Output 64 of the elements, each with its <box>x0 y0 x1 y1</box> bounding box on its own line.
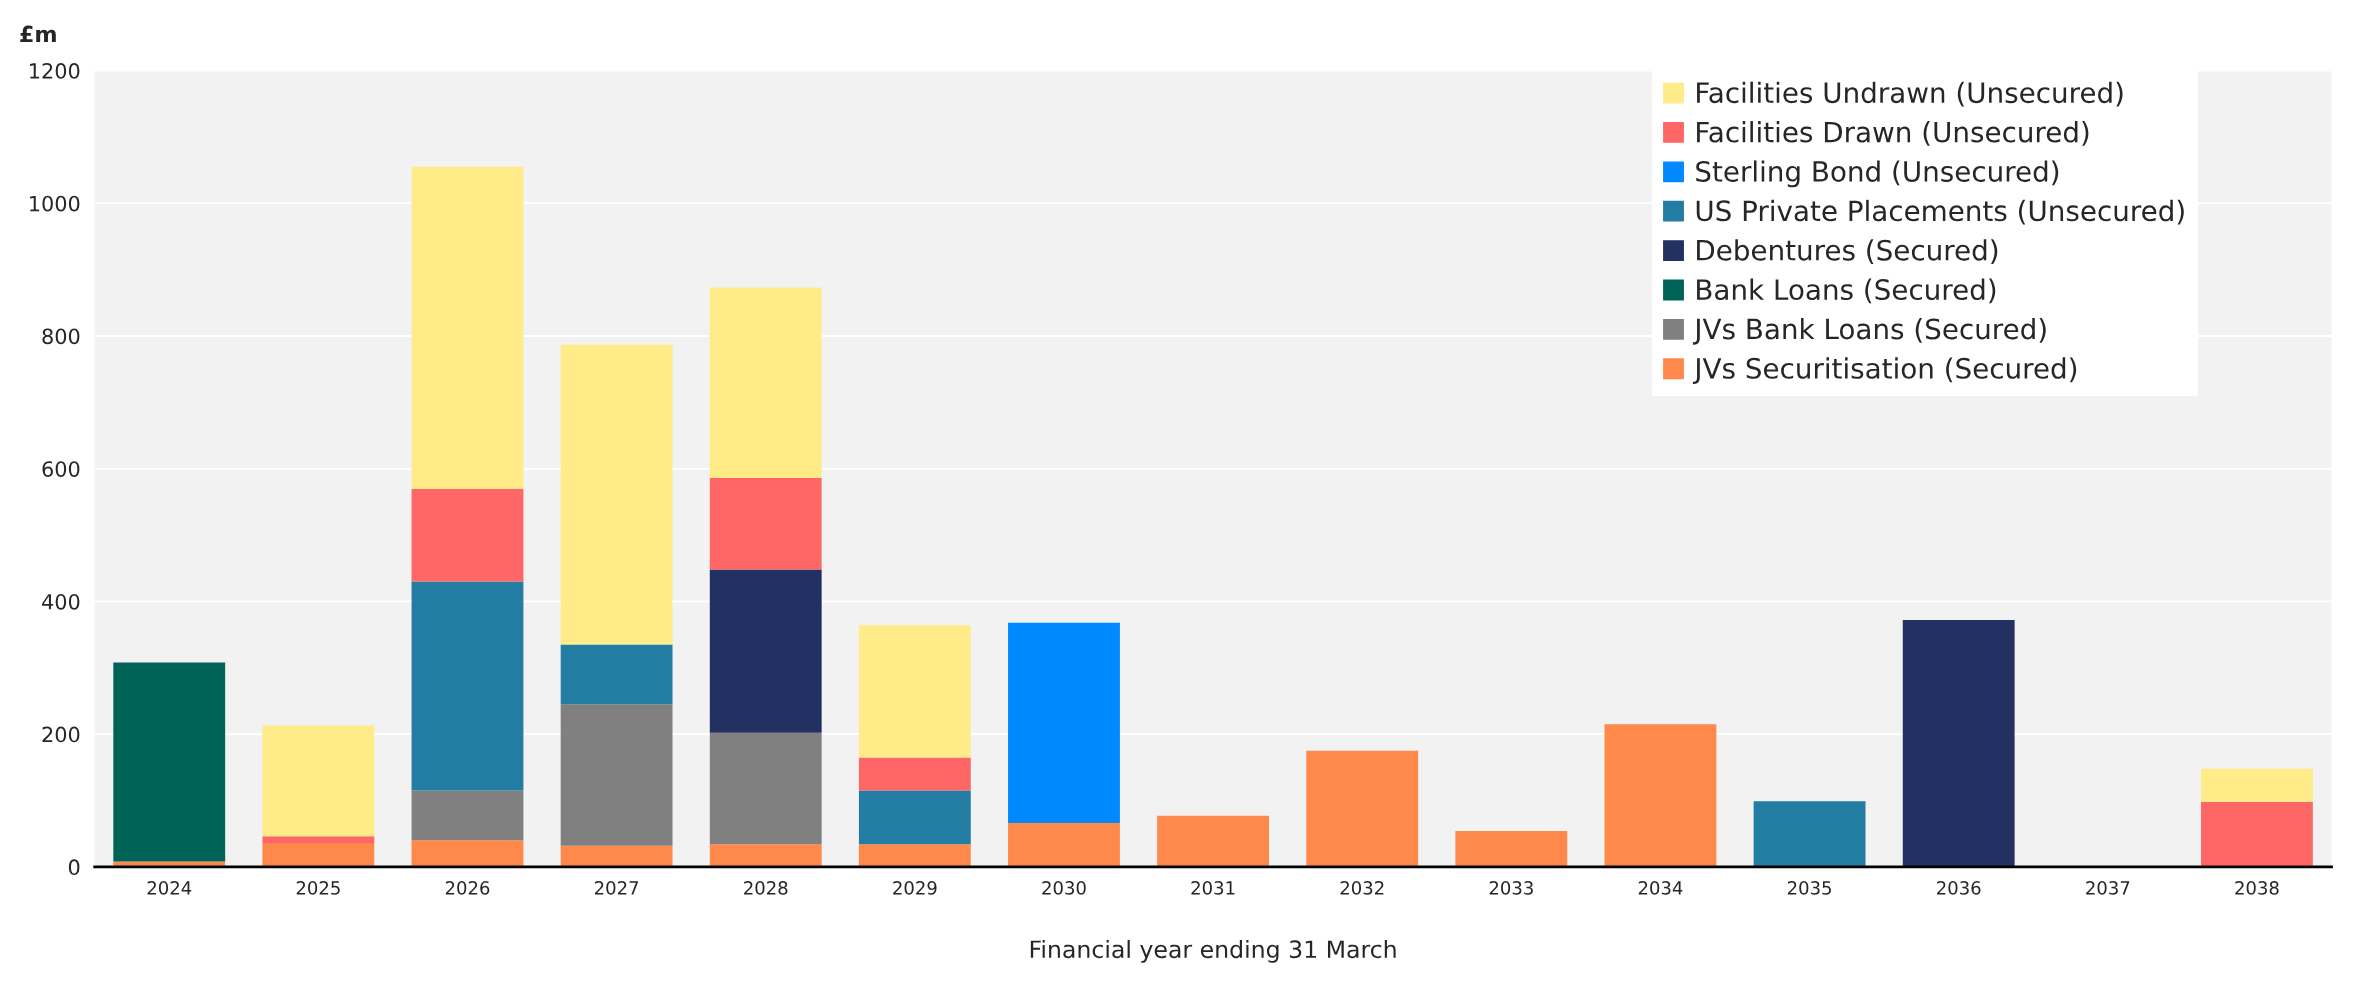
bar <box>858 790 971 845</box>
bar <box>858 844 971 867</box>
bar <box>2201 801 2313 867</box>
bar <box>858 625 971 758</box>
x-tick-label: 2027 <box>594 881 639 895</box>
bar <box>411 581 524 791</box>
bar <box>560 644 673 705</box>
bar <box>1008 823 1120 867</box>
x-tick-label: 2030 <box>1042 881 1086 895</box>
bar <box>2201 768 2313 802</box>
bar <box>262 725 375 837</box>
y-tick-label: 600 <box>42 461 80 477</box>
legend-label: Facilities Undrawn (Unsecured) <box>1697 81 2123 107</box>
bar <box>560 845 673 867</box>
bar <box>411 488 524 582</box>
bar <box>709 732 822 845</box>
x-tick-label: 2038 <box>2235 881 2279 895</box>
y-tick-label: 1200 <box>30 63 80 79</box>
y-tick-label: 1000 <box>30 195 80 212</box>
bar <box>709 478 822 570</box>
bar <box>1902 620 2015 867</box>
bar <box>1455 831 1568 867</box>
x-tick-label: 2034 <box>1638 881 1683 895</box>
bar <box>1753 801 1866 867</box>
bar <box>709 287 822 479</box>
legend-label: Sterling Bond (Unsecured) <box>1696 160 2059 188</box>
y-tick-label: 200 <box>42 726 80 743</box>
x-tick-label: 2036 <box>1937 881 1981 895</box>
bar <box>113 662 226 862</box>
bar <box>1157 815 1270 867</box>
bar <box>1604 724 1717 867</box>
legend-label: JVs Bank Loans (Secured) <box>1692 317 2046 345</box>
x-tick-label: 2032 <box>1340 881 1384 895</box>
y-tick-label: 0 <box>68 859 80 876</box>
bar <box>411 790 524 841</box>
x-tick-label: 2033 <box>1489 881 1533 895</box>
x-axis-title: Financial year ending 31 March <box>1030 939 1396 963</box>
x-tick-label: 2035 <box>1787 881 1831 895</box>
bar <box>709 569 822 733</box>
x-tick-label: 2037 <box>2086 881 2130 895</box>
bar <box>709 844 822 867</box>
bar <box>560 344 673 645</box>
y-axis-title: £m <box>20 25 56 43</box>
bar <box>858 757 971 791</box>
bar <box>411 840 524 867</box>
bar <box>411 166 524 489</box>
bar <box>1306 750 1419 867</box>
x-tick-label: 2029 <box>893 881 937 895</box>
x-tick-label: 2031 <box>1191 881 1235 895</box>
x-tick-label: 2028 <box>744 881 788 895</box>
y-tick-label: 400 <box>42 593 80 610</box>
legend-label: Facilities Drawn (Unsecured) <box>1697 121 2089 146</box>
bar <box>560 704 673 846</box>
legend-label: Debentures (Secured) <box>1697 239 1998 264</box>
legend-label: Bank Loans (Secured) <box>1697 278 1996 304</box>
legend-label: US Private Placements (Unsecured) <box>1696 199 2184 225</box>
bar <box>262 842 375 867</box>
legend-label: JVs Securitisation (Secured) <box>1692 357 2077 385</box>
bar <box>1008 622 1120 824</box>
bar <box>262 836 375 843</box>
x-tick-label: 2026 <box>445 881 490 895</box>
y-tick-label: 800 <box>42 328 80 345</box>
x-tick-label: 2025 <box>296 881 340 895</box>
x-tick-label: 2024 <box>147 881 192 895</box>
